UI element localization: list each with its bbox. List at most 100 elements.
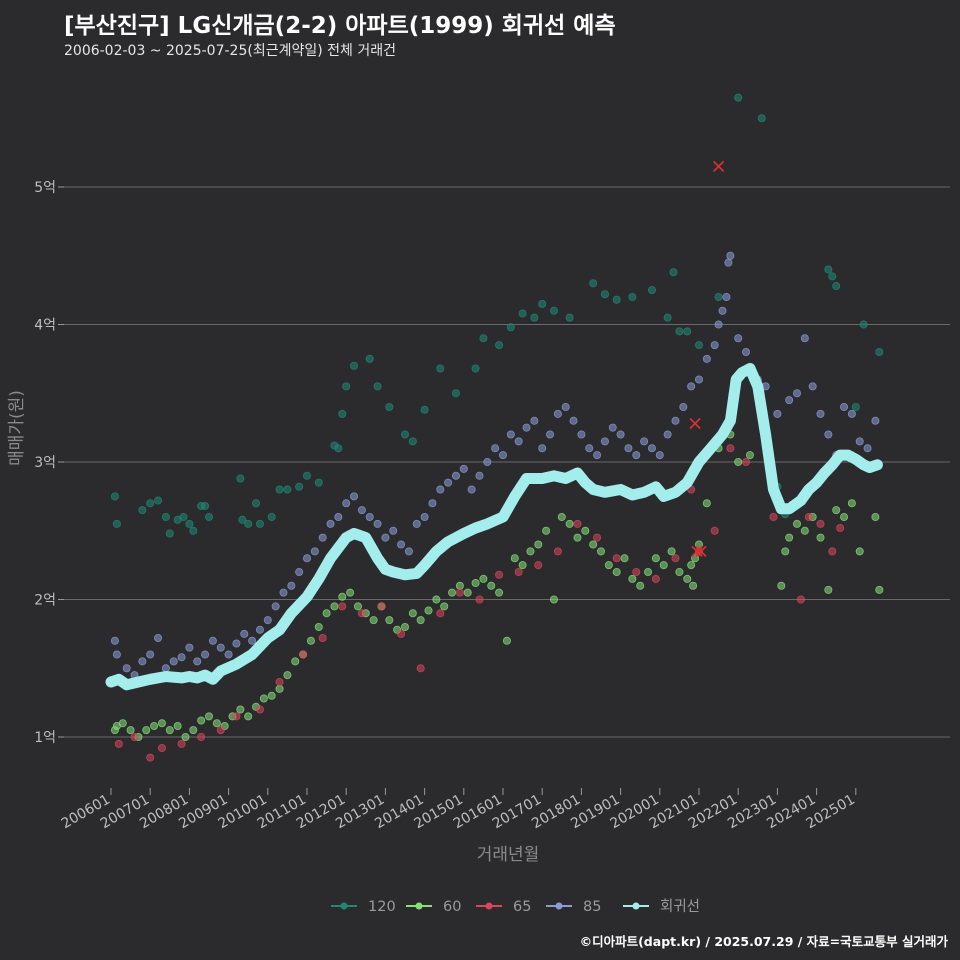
data-point — [573, 519, 582, 528]
data-point — [800, 526, 809, 535]
data-point — [350, 361, 359, 370]
data-point — [295, 568, 304, 577]
data-point — [279, 588, 288, 597]
data-point — [306, 636, 315, 645]
data-point — [240, 629, 249, 638]
data-point — [683, 574, 692, 583]
data-point — [816, 409, 825, 418]
data-point — [208, 636, 217, 645]
y-axis-title: 매매가(원) — [7, 390, 27, 466]
data-point — [651, 574, 660, 583]
data-point — [385, 402, 394, 411]
chart-title: [부산진구] LG신개금(2-2) 아파트(1999) 회귀선 예측 — [64, 13, 616, 39]
data-point — [420, 405, 429, 414]
data-point — [138, 506, 147, 515]
data-point — [404, 547, 413, 556]
data-point — [479, 574, 488, 583]
data-point — [338, 409, 347, 418]
data-point — [138, 657, 147, 666]
data-point — [334, 444, 343, 453]
data-point — [118, 719, 127, 728]
data-point — [510, 554, 519, 563]
y-axis-ticks: 1억 2억 3억 4억 5억 — [34, 180, 64, 746]
data-point — [816, 519, 825, 528]
legend-label: 회귀선 — [660, 898, 700, 915]
data-point — [283, 671, 292, 680]
regression-layer — [105, 363, 883, 691]
data-point — [440, 602, 449, 611]
data-point — [593, 451, 602, 460]
data-point — [687, 382, 696, 391]
data-point — [204, 712, 213, 721]
data-point — [695, 547, 704, 556]
data-point — [177, 739, 186, 748]
data-point — [216, 726, 225, 735]
data-point — [487, 581, 496, 590]
data-point — [506, 430, 515, 439]
data-point — [702, 354, 711, 363]
legend-item-65: 65 — [476, 899, 531, 915]
data-point — [514, 437, 523, 446]
data-point — [216, 643, 225, 652]
data-point — [800, 334, 809, 343]
data-point — [330, 602, 339, 611]
data-point — [495, 341, 504, 350]
data-point — [267, 513, 276, 522]
x-axis-title: 거래년월 — [477, 845, 540, 865]
data-point — [197, 716, 206, 725]
data-point — [420, 513, 429, 522]
data-point — [471, 579, 480, 588]
legend-swatch — [485, 902, 493, 910]
data-point — [436, 485, 445, 494]
data-point — [757, 114, 766, 123]
data-point — [785, 533, 794, 542]
data-point — [785, 396, 794, 405]
data-point — [781, 547, 790, 556]
data-point — [185, 643, 194, 652]
data-point — [436, 609, 445, 618]
data-point — [577, 430, 586, 439]
data-point — [585, 444, 594, 453]
data-point — [530, 313, 539, 322]
data-point — [824, 585, 833, 594]
data-point — [365, 354, 374, 363]
data-point — [824, 430, 833, 439]
data-point — [189, 726, 198, 735]
data-point — [608, 423, 617, 432]
data-point — [338, 602, 347, 611]
data-point — [663, 430, 672, 439]
data-point — [538, 444, 547, 453]
data-point — [734, 457, 743, 466]
data-point — [338, 592, 347, 601]
chart-subtitle: 2006-02-03 ~ 2025-07-25(최근계약일) 전체 거래건 — [64, 43, 396, 59]
data-point — [373, 382, 382, 391]
data-point — [565, 313, 574, 322]
data-point — [502, 636, 511, 645]
data-point — [112, 519, 121, 528]
data-point — [179, 513, 188, 522]
cancelled-marker — [713, 160, 725, 172]
data-point — [679, 402, 688, 411]
data-point — [255, 519, 264, 528]
cancelled-marker — [695, 545, 707, 557]
data-point — [824, 265, 833, 274]
data-point — [549, 306, 558, 315]
data-point — [859, 320, 868, 329]
data-point — [161, 513, 170, 522]
data-point — [726, 444, 735, 453]
data-point — [851, 402, 860, 411]
data-point — [546, 430, 555, 439]
data-point — [232, 712, 241, 721]
series-85 — [110, 251, 880, 680]
data-point — [463, 588, 472, 597]
data-point — [238, 515, 247, 524]
data-point — [342, 382, 351, 391]
data-point — [624, 444, 633, 453]
data-point — [632, 568, 641, 577]
data-point — [177, 653, 186, 662]
data-point — [828, 272, 837, 281]
data-point — [742, 347, 751, 356]
data-point — [702, 499, 711, 508]
data-point — [146, 650, 155, 659]
data-point — [424, 606, 433, 615]
